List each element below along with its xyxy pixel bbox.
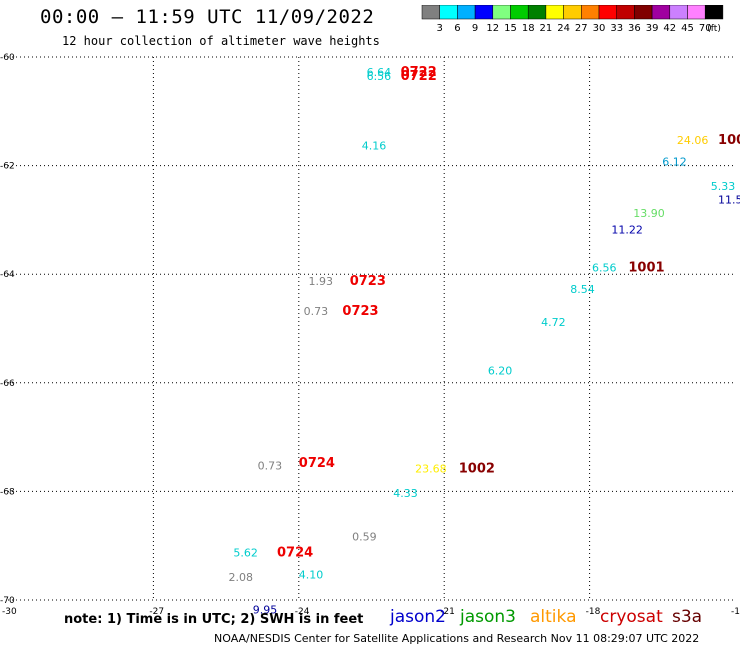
scale-label: 45 — [681, 23, 694, 34]
wave-height-label: 4.10 — [299, 568, 324, 581]
y-tick-label: -62 — [0, 162, 15, 172]
wave-height-label: 5.33 — [711, 180, 736, 193]
wave-height-label: 24.06 — [677, 134, 709, 147]
pass-time-label: 0722 — [401, 69, 437, 84]
satellite-name: jason2 — [390, 607, 446, 627]
pass-time-label: 0723 — [342, 304, 378, 319]
y-tick-label: -60 — [0, 53, 15, 63]
color-scale-legend: 3 6 9 12 15 18 21 24 27 30 33 36 39 42 45 70(ft) — [421, 5, 724, 34]
x-tick-label: -21 — [440, 607, 455, 617]
grid — [8, 56, 735, 601]
wave-height-label: 0.73 — [258, 460, 283, 473]
scale-swatch — [704, 5, 724, 20]
wave-height-label: 6.20 — [488, 365, 513, 378]
wave-height-label: 6.12 — [662, 156, 687, 169]
scale-label: 30 — [593, 23, 606, 34]
wave-height-label: 0.73 — [304, 305, 329, 318]
map-title: 00:00 — 11:59 UTC 11/09/2022 — [40, 6, 375, 28]
axis-ticks: -30 -27 -24 -21 -18 -15 -60 -62 -64 -66 -68 -70 — [0, 53, 740, 617]
wave-height-label: 11.22 — [611, 223, 643, 236]
scale-label: 36 — [628, 23, 641, 34]
scale-label: 3 — [437, 23, 443, 34]
wave-height-label: 8.54 — [570, 283, 595, 296]
wave-height-label: 13.90 — [633, 207, 665, 220]
wave-height-label: 9.95 — [253, 604, 277, 617]
scale-label: 70 — [699, 23, 712, 34]
scale-label: 18 — [522, 23, 535, 34]
scale-label: 6 — [454, 23, 460, 34]
wave-height-label: 5.62 — [233, 547, 258, 560]
pass-time-label: 1000 — [718, 133, 740, 148]
wave-height-label: 4.33 — [393, 487, 418, 500]
x-tick-label: -27 — [149, 607, 164, 617]
x-tick-label: -15 — [731, 607, 740, 617]
wave-height-label: 0.59 — [352, 530, 377, 543]
scale-label: 15 — [504, 23, 517, 34]
scale-label: 21 — [540, 23, 553, 34]
pass-time-label: 0724 — [277, 546, 313, 561]
pass-time-label: 1002 — [459, 461, 495, 476]
satellite-name: s3a — [672, 607, 703, 627]
pass-time-label: 0722 — [401, 65, 437, 80]
y-tick-label: -64 — [0, 270, 15, 280]
x-tick-label: -30 — [2, 607, 17, 617]
scale-label: 9 — [472, 23, 478, 34]
scale-label: 33 — [610, 23, 623, 34]
footer-credit: NOAA/NESDIS Center for Satellite Applica… — [214, 632, 700, 645]
wave-height-label: 4.72 — [541, 316, 566, 329]
x-tick-label: -24 — [295, 607, 310, 617]
scale-label: 27 — [575, 23, 588, 34]
x-tick-label: -18 — [586, 607, 601, 617]
scale-label: 42 — [663, 23, 676, 34]
satellite-name: cryosat — [600, 607, 663, 627]
wave-height-label: 6.56 — [367, 70, 392, 83]
footer-note: note: 1) Time is in UTC; 2) SWH is in fe… — [64, 612, 364, 627]
satellite-name: altika — [530, 607, 577, 627]
satellite-name: jason3 — [460, 607, 516, 627]
wave-height-label: 1.93 — [308, 275, 333, 288]
map-subtitle: 12 hour collection of altimeter wave hei… — [62, 34, 380, 48]
scale-label: 24 — [557, 23, 570, 34]
scale-label: 39 — [646, 23, 659, 34]
wave-height-label: 2.08 — [229, 571, 254, 584]
y-tick-label: -68 — [0, 487, 15, 497]
wave-height-label: 4.16 — [362, 139, 387, 152]
wave-height-label: 23.68 — [415, 462, 447, 475]
pass-time-label: 0724 — [299, 456, 335, 471]
scale-label: 12 — [486, 23, 499, 34]
y-tick-label: -66 — [0, 379, 15, 389]
wave-height-label: 6.64 — [367, 66, 392, 79]
y-tick-label: -70 — [0, 596, 15, 606]
pass-time-label: 0723 — [350, 274, 386, 289]
pass-time-label: 1001 — [628, 260, 664, 275]
wave-height-label: 6.56 — [592, 261, 617, 274]
scale-unit: (ft) — [707, 24, 721, 34]
wave-height-label: 11.5 — [718, 194, 740, 207]
